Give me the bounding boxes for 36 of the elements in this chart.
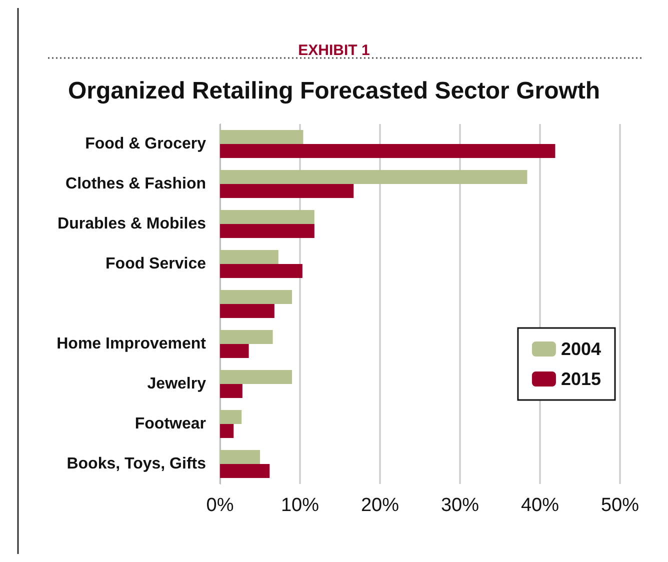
bar [220, 384, 242, 398]
chart-title: Organized Retailing Forecasted Sector Growth [68, 78, 600, 104]
y-tick-label: Food Service [106, 256, 206, 272]
y-tick-label: Books, Toys, Gifts [66, 456, 206, 472]
bar [220, 290, 292, 304]
y-tick-label: Clothes & Fashion [66, 176, 206, 192]
x-tick-label: 10% [280, 495, 320, 516]
x-tick-label: 0% [206, 495, 234, 516]
x-tick-label: 40% [520, 495, 560, 516]
bar [220, 130, 304, 144]
bar [220, 464, 270, 478]
legend-label: 2004 [560, 339, 602, 359]
chart-subtitle: EXHIBIT 1 [298, 42, 370, 59]
legend-label: 2015 [560, 369, 602, 389]
y-tick-label: Jewelry [147, 376, 206, 392]
bar [220, 250, 278, 264]
bar [220, 344, 249, 358]
bar [220, 224, 314, 238]
bar [220, 370, 292, 384]
x-tick-label: 30% [440, 495, 480, 516]
bar [220, 424, 234, 438]
x-tick-label: 50% [600, 495, 640, 516]
bar [220, 304, 274, 318]
bar [220, 450, 260, 464]
bar [220, 144, 556, 158]
y-tick-label: Durables & Mobiles [58, 216, 206, 232]
y-tick-label: Footwear [134, 416, 206, 432]
bar [220, 170, 528, 184]
bar [220, 184, 354, 198]
y-tick-label: Food & Grocery [85, 136, 206, 152]
x-tick-label: 20% [360, 495, 400, 516]
bar [220, 210, 314, 224]
y-tick-label: Home Improvement [56, 336, 207, 352]
bar [220, 410, 242, 424]
bar [220, 264, 302, 278]
bar [220, 330, 273, 344]
